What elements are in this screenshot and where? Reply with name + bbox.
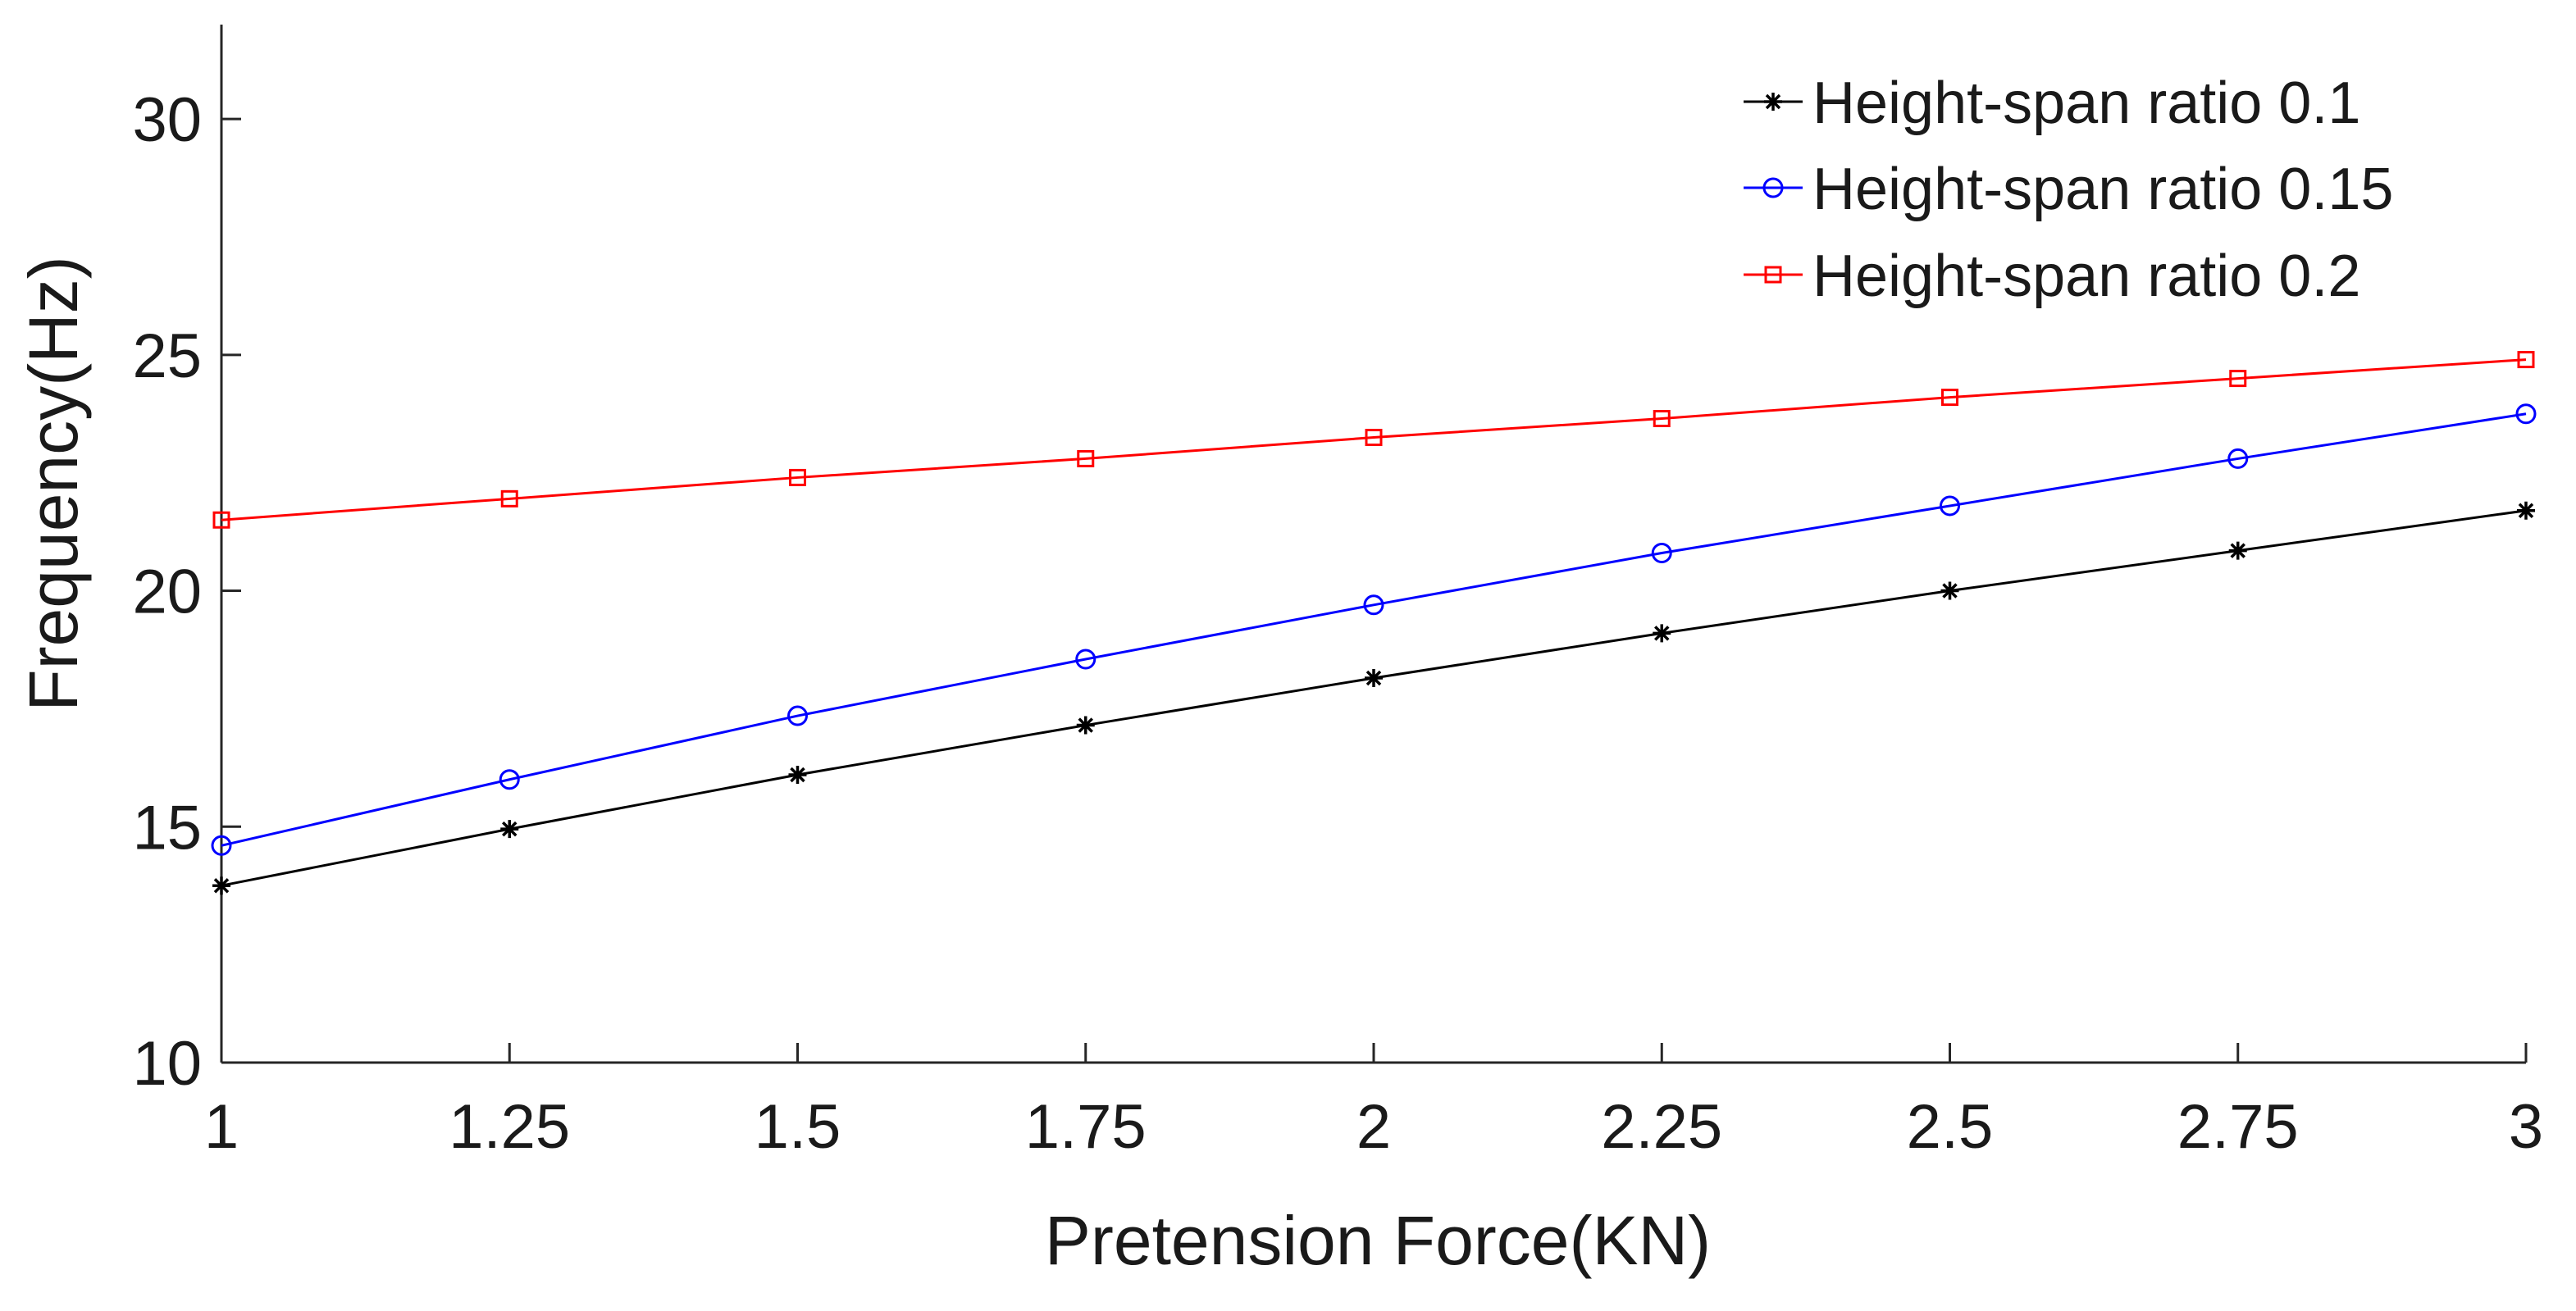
data-point [2517,501,2535,520]
x-axis-label: Pretension Force(KN) [1045,1202,1711,1279]
data-point [211,835,232,856]
x-tick-label: 1 [204,1092,239,1162]
data-point [1075,649,1097,670]
x-tick-label: 2.75 [2177,1092,2299,1162]
x-tick-label: 3 [2509,1092,2543,1162]
data-point [2227,448,2249,469]
data-point [1077,449,1095,467]
axes: 1 1.25 1.5 1.75 2 2.25 2.5 2.75 3 10 15 20 25 30 [132,25,2543,1162]
data-point [1363,594,1384,616]
x-tick-label: 1.75 [1025,1092,1147,1162]
data-point [1365,429,1383,447]
data-point [212,511,230,529]
data-point [500,820,519,839]
data-point [1651,543,1672,564]
data-point [1365,669,1383,688]
y-tick-label: 30 [132,85,202,155]
y-tick-label: 25 [132,321,202,391]
legend: Height-span ratio 0.1 Height-span ratio 0… [1744,71,2393,309]
data-point [1653,624,1671,643]
data-point [787,705,808,726]
y-tick-label: 15 [132,793,202,863]
legend-marker [1762,177,1784,198]
legend-label: Height-span ratio 0.1 [1812,71,2360,136]
x-tick-label: 1.25 [449,1092,570,1162]
series-2 [211,403,2537,856]
series-line [221,509,2527,887]
y-axis-label: Frequency(Hz) [15,256,92,711]
y-tick-label: 10 [132,1029,202,1099]
data-point [2515,403,2537,425]
data-point [499,769,520,790]
data-point [500,489,518,508]
x-tick-label: 1.5 [755,1092,841,1162]
data-point [1076,716,1095,735]
data-point [1940,495,1960,517]
series-line [221,412,2527,847]
data-point [788,765,807,784]
data-point [1940,581,1959,600]
legend-entry: Height-span ratio 0.1 [1744,71,2360,136]
legend-entry: Height-span ratio 0.15 [1744,157,2393,222]
data-point [1653,410,1671,428]
y-tick-label: 20 [132,558,202,627]
legend-marker [1764,266,1782,284]
data-point [789,468,806,486]
x-tick-label: 2 [1356,1092,1391,1162]
series-line [221,358,2527,521]
legend-entry: Height-span ratio 0.2 [1744,244,2360,309]
x-tick-label: 2.25 [1601,1092,1722,1162]
data-point [212,876,230,895]
data-point [2229,370,2247,388]
legend-marker [1764,93,1782,111]
data-point [1941,389,1958,407]
legend-label: Height-span ratio 0.2 [1812,244,2360,309]
data-point [2228,541,2247,560]
series-group [211,351,2537,895]
legend-label: Height-span ratio 0.15 [1812,157,2393,222]
x-tick-label: 2.5 [1907,1092,1994,1162]
data-point [2517,351,2535,369]
series-3 [212,351,2535,529]
series-1 [212,501,2535,895]
